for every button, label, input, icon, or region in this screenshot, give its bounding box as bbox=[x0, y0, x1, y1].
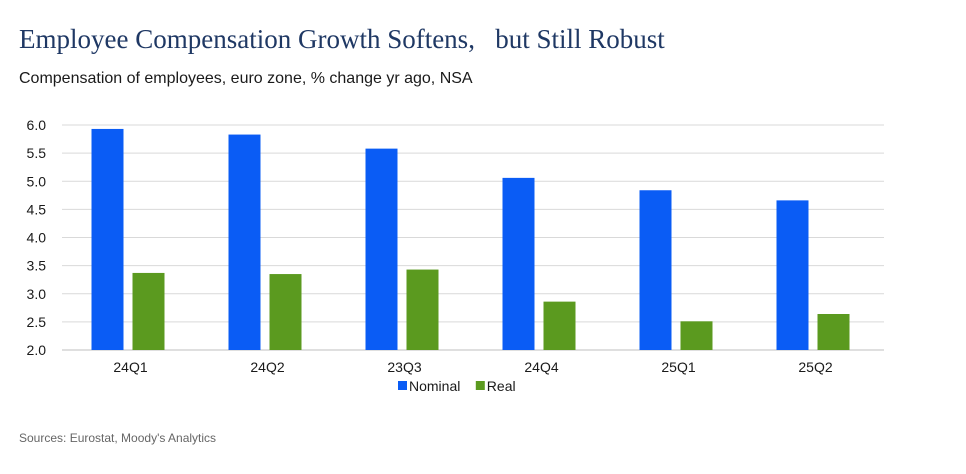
legend-label-real: Real bbox=[487, 378, 516, 394]
legend-label-nominal: Nominal bbox=[409, 378, 460, 394]
bar-real-23q3 bbox=[406, 269, 439, 350]
bar-real-25q2 bbox=[817, 314, 850, 350]
bar-real-24q1 bbox=[132, 272, 165, 350]
legend: Nominal Real bbox=[398, 378, 516, 394]
bar-nominal-25q2 bbox=[776, 200, 809, 350]
y-tick-label: 3.5 bbox=[27, 258, 47, 274]
source-note: Sources: Eurostat, Moody's Analytics bbox=[19, 431, 217, 445]
bar-nominal-23q3 bbox=[365, 148, 398, 350]
x-tick-label: 23Q3 bbox=[387, 359, 421, 375]
y-tick-label: 4.0 bbox=[27, 230, 47, 246]
x-axis: 24Q1 24Q2 23Q3 24Q4 25Q1 25Q2 bbox=[113, 359, 832, 375]
y-tick-label: 5.5 bbox=[27, 145, 47, 161]
x-tick-label: 25Q2 bbox=[798, 359, 832, 375]
legend-swatch-real bbox=[475, 381, 485, 390]
y-tick-label: 6.0 bbox=[27, 117, 47, 133]
chart-subtitle: Compensation of employees, euro zone, % … bbox=[19, 70, 473, 87]
bar-nominal-24q2 bbox=[228, 134, 261, 350]
bar-nominal-24q4 bbox=[502, 177, 535, 350]
bars bbox=[91, 128, 850, 350]
bar-real-24q2 bbox=[269, 274, 302, 350]
gridlines bbox=[62, 124, 884, 351]
y-tick-label: 3.0 bbox=[27, 286, 47, 302]
bar-real-25q1 bbox=[680, 321, 713, 350]
chart-title: Employee Compensation Growth Softens, bu… bbox=[19, 24, 665, 54]
x-tick-label: 24Q4 bbox=[524, 359, 558, 375]
y-tick-label: 2.0 bbox=[27, 342, 47, 358]
bar-nominal-24q1 bbox=[91, 128, 124, 350]
bar-nominal-25q1 bbox=[639, 190, 672, 350]
x-tick-label: 24Q2 bbox=[250, 359, 284, 375]
bar-real-24q4 bbox=[543, 301, 576, 350]
y-axis: 2.0 2.5 3.0 3.5 4.0 4.5 5.0 5.5 6.0 bbox=[27, 117, 47, 358]
y-tick-label: 4.5 bbox=[27, 201, 47, 217]
x-tick-label: 24Q1 bbox=[113, 359, 147, 375]
y-tick-label: 5.0 bbox=[27, 173, 47, 189]
x-tick-label: 25Q1 bbox=[661, 359, 695, 375]
y-tick-label: 2.5 bbox=[27, 314, 47, 330]
legend-swatch-nominal bbox=[398, 381, 407, 390]
